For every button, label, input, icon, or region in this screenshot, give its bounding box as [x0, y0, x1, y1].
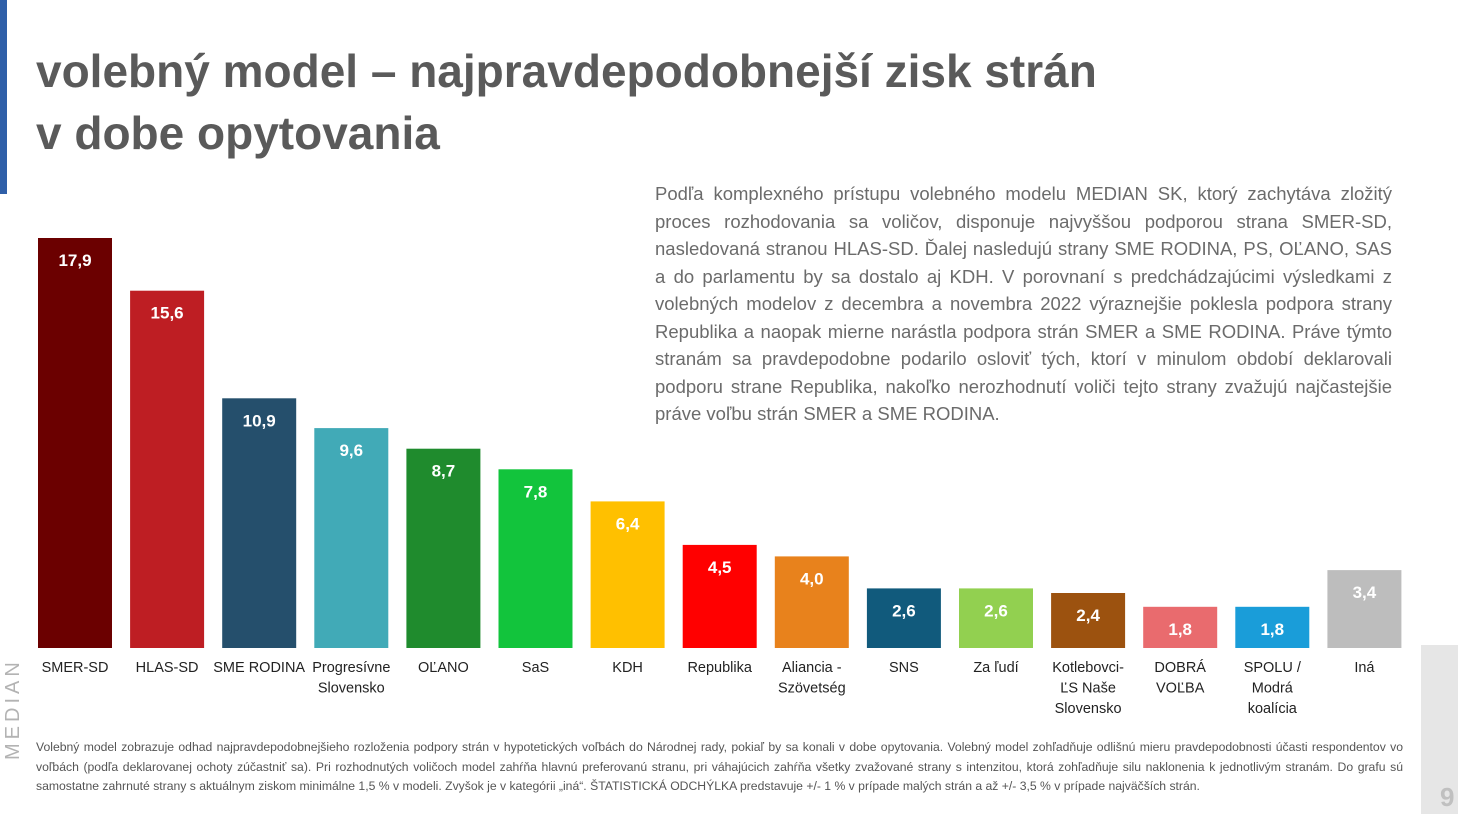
title-line-2: v dobe opytovania — [36, 107, 440, 159]
category-label: SNS — [889, 660, 919, 676]
bar — [590, 501, 665, 648]
bar — [1051, 593, 1126, 648]
bar — [406, 448, 481, 648]
bar — [1327, 570, 1402, 648]
data-label: 7,8 — [524, 482, 548, 501]
category-label: Kotlebovci- — [1052, 660, 1124, 676]
data-label: 6,4 — [616, 514, 640, 533]
bar — [314, 428, 389, 648]
category-label: Republika — [687, 660, 752, 676]
category-label: Iná — [1354, 660, 1375, 676]
data-label: 9,6 — [339, 441, 363, 460]
category-label: SMER-SD — [42, 660, 109, 676]
bar — [130, 290, 205, 648]
data-label: 8,7 — [432, 462, 456, 481]
category-label: Szövetség — [778, 681, 846, 697]
data-label: 4,5 — [708, 558, 732, 577]
category-label: OĽANO — [418, 660, 469, 676]
accent-bar — [0, 0, 7, 194]
bar — [866, 588, 941, 648]
category-label: KDH — [612, 660, 643, 676]
data-label: 4,0 — [800, 569, 824, 588]
data-label: 2,6 — [892, 601, 916, 620]
bar — [1235, 606, 1310, 648]
brand-logo-text: MEDIAN — [2, 658, 24, 760]
category-label: koalícia — [1248, 701, 1298, 717]
category-label: Slovensko — [318, 681, 385, 697]
bar — [774, 556, 849, 648]
category-label: DOBRÁ — [1154, 659, 1206, 676]
category-label: SME RODINA — [213, 660, 305, 676]
category-label: Aliancia - — [782, 660, 842, 676]
data-label: 2,4 — [1076, 606, 1100, 625]
data-label: 2,6 — [984, 601, 1008, 620]
data-label: 17,9 — [58, 251, 91, 270]
bar — [498, 469, 573, 648]
data-label: 1,8 — [1168, 620, 1192, 639]
category-label: Za ľudí — [973, 660, 1018, 676]
description-text: Podľa komplexného prístupu volebného mod… — [655, 183, 1392, 424]
category-label: SaS — [522, 660, 549, 676]
bar — [38, 238, 112, 648]
footnote: Volebný model zobrazuje odhad najpravdep… — [36, 740, 1403, 793]
category-label: HLAS-SD — [136, 660, 199, 676]
data-label: 15,6 — [151, 304, 184, 323]
bar — [222, 398, 297, 648]
category-label: SPOLU / — [1244, 660, 1302, 676]
bar — [959, 588, 1033, 648]
data-label: 3,4 — [1353, 583, 1377, 602]
page-number: 9 — [1440, 782, 1455, 812]
category-label: ĽS Naše — [1060, 681, 1116, 697]
page-title: volebný model – najpravdepodobnejší zisk… — [36, 40, 1097, 164]
bar — [1143, 606, 1218, 648]
brand-strip — [1421, 645, 1458, 814]
data-label: 10,9 — [243, 411, 276, 430]
category-label: Modrá — [1252, 681, 1294, 697]
category-label: Slovensko — [1055, 701, 1122, 717]
category-label: Progresívne — [312, 660, 390, 676]
title-line-1: volebný model – najpravdepodobnejší zisk… — [36, 45, 1097, 97]
category-label: VOĽBA — [1156, 681, 1205, 697]
data-label: 1,8 — [1260, 620, 1284, 639]
bar — [682, 544, 757, 648]
